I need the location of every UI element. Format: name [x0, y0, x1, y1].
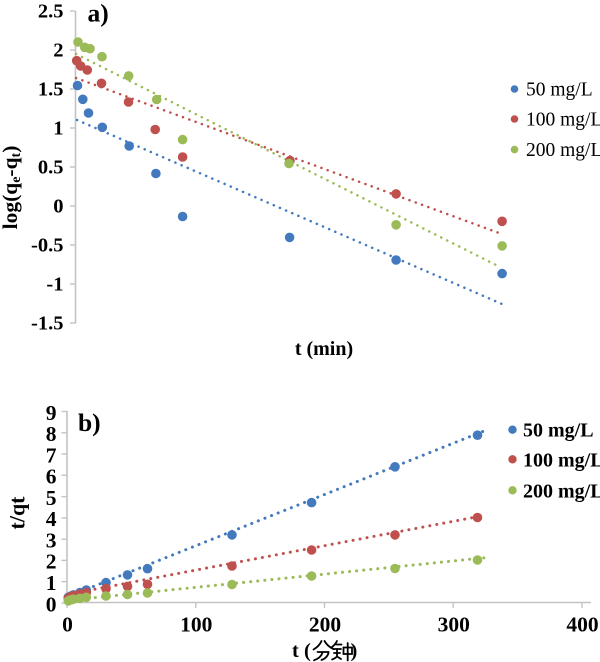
- svg-text:200 mg/L: 200 mg/L: [526, 140, 600, 161]
- svg-text:7: 7: [46, 443, 57, 467]
- svg-text:a): a): [88, 0, 109, 28]
- svg-text:t (: t (: [292, 640, 311, 662]
- svg-text:b): b): [78, 408, 101, 437]
- svg-text:100 mg/L: 100 mg/L: [526, 110, 600, 131]
- svg-text:1: 1: [46, 571, 57, 595]
- svg-text:t/qt: t/qt: [5, 496, 30, 530]
- svg-text:200 mg/L: 200 mg/L: [523, 480, 600, 502]
- svg-text:50 mg/L: 50 mg/L: [526, 80, 593, 101]
- svg-text:200: 200: [309, 613, 341, 637]
- svg-text:1: 1: [53, 118, 63, 140]
- svg-text:3: 3: [46, 529, 57, 553]
- svg-text:50 mg/L: 50 mg/L: [523, 420, 594, 442]
- svg-text:-1.5: -1.5: [31, 313, 63, 335]
- svg-text:400: 400: [566, 613, 598, 637]
- svg-text:9: 9: [46, 401, 57, 425]
- svg-text:100: 100: [180, 613, 212, 637]
- svg-text:t (min): t (min): [295, 338, 353, 360]
- svg-text:): ): [351, 640, 358, 662]
- svg-text:6: 6: [46, 465, 57, 489]
- svg-text:5: 5: [46, 486, 57, 510]
- svg-text:100 mg/L: 100 mg/L: [523, 449, 600, 471]
- svg-text:0: 0: [53, 196, 63, 218]
- svg-text:-0.5: -0.5: [31, 235, 63, 257]
- svg-text:-1: -1: [46, 274, 63, 296]
- svg-text:0: 0: [46, 592, 57, 616]
- svg-text:0.5: 0.5: [38, 157, 64, 179]
- svg-text:8: 8: [46, 422, 57, 446]
- svg-text:log(qe-qt): log(qe-qt): [0, 146, 24, 230]
- svg-text:2.5: 2.5: [38, 1, 64, 23]
- svg-text:2: 2: [46, 550, 57, 574]
- svg-text:1.5: 1.5: [38, 79, 64, 101]
- svg-text:2: 2: [53, 40, 63, 62]
- svg-text:300: 300: [438, 613, 470, 637]
- svg-text:4: 4: [46, 507, 57, 531]
- svg-text:0: 0: [62, 613, 73, 637]
